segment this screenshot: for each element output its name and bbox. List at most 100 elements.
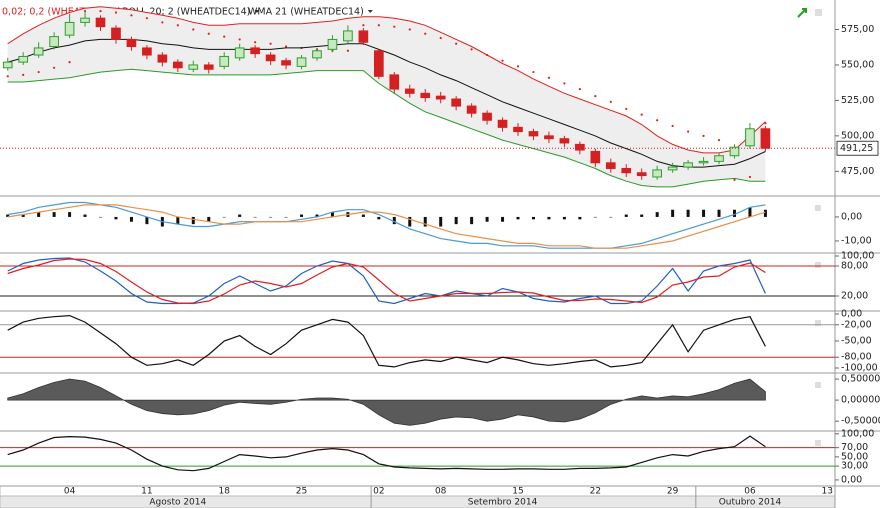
sar-dot [393,25,396,28]
histogram-bar [330,212,334,217]
histogram-bar [6,214,10,217]
histogram-bar [300,214,304,217]
panel-icon[interactable] [815,440,821,446]
histogram-bar [83,214,87,217]
legend-entry[interactable]: WMA 21 (WHEATDEC14) [248,7,364,18]
candle-body [667,166,678,171]
candle-body [420,92,431,99]
histogram-bar [501,216,505,222]
sar-dot [702,134,705,137]
panel-icon[interactable] [815,10,821,16]
x-tick-label: 15 [512,487,523,497]
y-tick-label: 100,00 [841,251,874,262]
candle-body [111,27,121,40]
sar-dot [346,49,350,52]
sar-dot [269,42,272,45]
month-label: Agosto 2014 [149,498,206,508]
histogram-bar [284,216,288,218]
histogram-bar [702,209,706,217]
candle-body [652,169,663,178]
sar-dot [176,24,179,27]
month-label: Outubro 2014 [719,498,782,508]
x-tick-label: 02 [373,487,384,497]
y-tick-label: -80,00 [841,352,872,363]
y-tick-label: 0,00000 [841,395,880,406]
sar-dot [22,73,25,76]
x-tick-label: 18 [218,487,230,497]
candle-body [698,160,709,164]
sar-dot [625,107,628,111]
indicator-line [7,435,766,472]
indicator-line [7,258,766,305]
trend-icon[interactable] [797,8,807,18]
sar-dot [687,130,690,133]
sar-dot [547,76,551,79]
histogram-bar [562,216,566,220]
sar-dot [563,82,566,85]
histogram-bar [315,214,319,217]
candle-body [451,98,461,107]
histogram-bar [423,216,427,227]
histogram-bar [145,216,149,225]
y-tick-label: 0,00 [841,211,862,222]
y-tick-label: 0,00 [841,474,862,485]
legend-entry[interactable]: BOLL 20; 2 (WHEATDEC14) [122,7,250,18]
candle-body [157,54,168,63]
candle-body [760,128,771,149]
histogram-bar [238,214,242,217]
x-axis-day-row [0,485,836,497]
candle-body [729,146,740,157]
histogram-bar [748,207,752,217]
histogram-bar [454,216,458,225]
candle-body [142,47,152,56]
candle-body [64,21,75,36]
y-tick-label: 475,00 [841,166,874,177]
histogram-bar [578,216,582,220]
histogram-bar [361,214,365,217]
histogram-bar [593,216,597,218]
sar-dot [362,24,365,27]
histogram-bar [686,209,690,217]
candle-body [219,55,230,67]
y-tick-label: -0,50000 [841,416,880,427]
legend-entry[interactable]: 0,02; 0,2 (WHEATDEC14) [2,7,121,18]
sar-dot [516,65,520,68]
indicator-line [7,204,766,249]
candle-body [575,143,585,151]
histogram-bar [408,216,412,227]
candle-body [513,126,523,133]
y-tick-label: 0,00 [841,308,862,319]
sar-dot [439,36,442,40]
candle-body [745,128,755,147]
panel-icon[interactable] [815,262,821,268]
histogram-bar [21,214,25,217]
sar-dot [254,41,257,44]
histogram-bar [609,216,613,218]
histogram-bar [52,212,56,217]
sar-dot [656,119,659,122]
panel-icon[interactable] [815,320,821,326]
candle-body [265,54,276,62]
sar-dot [532,70,535,74]
band-fill [7,6,766,187]
candle-body [636,172,647,177]
histogram-bar [732,209,736,217]
candle-body [95,17,106,28]
histogram-bar [99,216,103,218]
x-axis-month-row [0,495,836,508]
panel-icon[interactable] [815,205,821,211]
panel-icon[interactable] [815,382,821,388]
histogram-bar [655,212,659,217]
histogram-bar [439,216,443,227]
x-tick-label: 08 [435,487,447,497]
histogram-bar [222,216,226,218]
histogram-bar [717,209,721,217]
sar-dot [192,28,195,31]
sar-dot [207,32,210,35]
candle-body [714,155,724,162]
sar-dot [377,24,380,27]
y-tick-label: 20,00 [841,291,868,302]
y-tick-label: 80,00 [841,261,868,272]
